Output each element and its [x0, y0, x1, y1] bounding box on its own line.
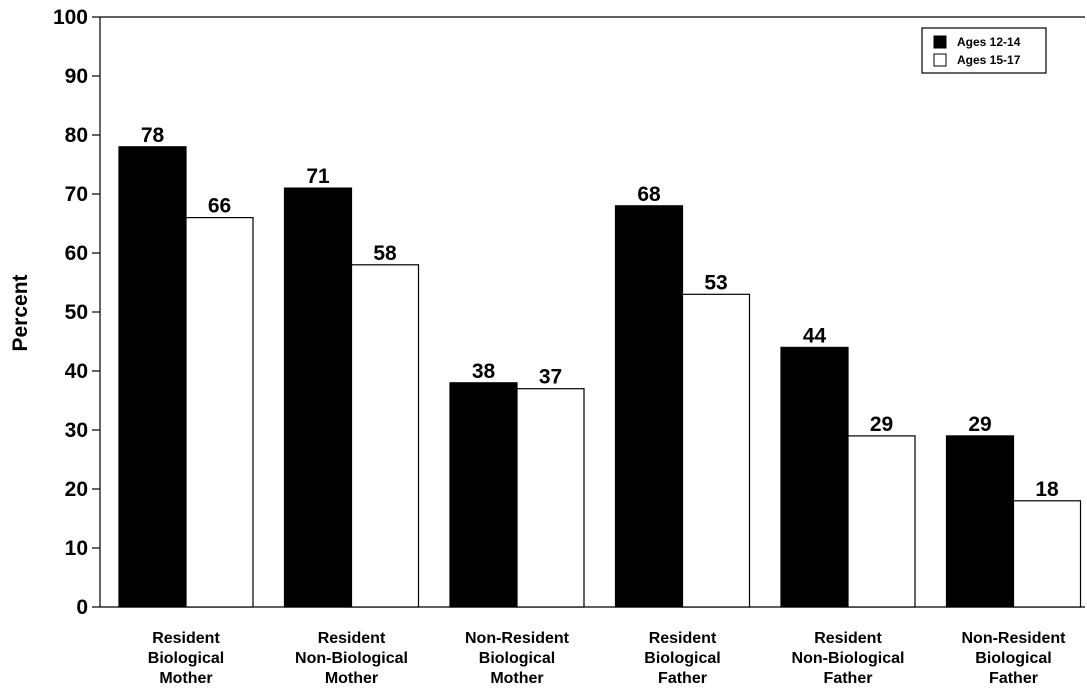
y-tick-label: 80 [65, 124, 88, 147]
bar-ages-15-17 [1012, 500, 1082, 608]
legend-label: Ages 12-14 [957, 35, 1021, 49]
legend-swatch [933, 53, 947, 67]
x-category-label-line: Biological [975, 650, 1051, 667]
x-category-label-line: Resident [318, 630, 386, 647]
x-category-label-line: Non-Biological [792, 650, 905, 667]
bar-ages-12-14 [118, 146, 187, 608]
legend-label: Ages 15-17 [957, 53, 1021, 67]
bar-ages-12-14 [283, 187, 353, 608]
value-labels: 78 66 71 58 38 37 68 53 44 29 29 18 [141, 124, 1059, 501]
x-category-label: Resident Biological Mother [148, 630, 224, 687]
x-category-label-line: Non-Biological [295, 650, 408, 667]
bar-ages-12-14 [449, 382, 518, 608]
y-axis-title: Percent [9, 274, 32, 351]
x-category-label: Non-Resident Biological Mother [465, 630, 570, 687]
legend-swatch [933, 35, 947, 49]
bar-ages-15-17 [350, 264, 420, 608]
y-tick-label: 20 [65, 478, 88, 501]
bar-ages-12-14 [780, 346, 849, 608]
data-label: 29 [968, 413, 991, 436]
y-tick-label: 30 [65, 419, 88, 442]
x-category-label-line: Mother [159, 670, 212, 687]
x-category-label-line: Resident [152, 630, 220, 647]
bar-ages-15-17 [681, 293, 751, 608]
legend: Ages 12-14 Ages 15-17 [921, 27, 1047, 74]
category-labels: Resident Biological Mother Resident Non-Biol… [148, 630, 1066, 687]
x-category-label-line: Resident [814, 630, 882, 647]
data-label: 38 [472, 360, 496, 383]
x-category-label-line: Biological [479, 650, 555, 667]
x-category-label: Resident Non-Biological Father [792, 630, 905, 687]
x-category-label-line: Father [989, 670, 1038, 687]
x-category-label-line: Father [658, 670, 707, 687]
x-category-label-line: Non-Resident [465, 630, 570, 647]
y-tick-label: 90 [65, 65, 88, 88]
y-tick-label: 40 [65, 360, 88, 383]
x-category-label: Non-Resident Biological Father [962, 630, 1067, 687]
x-category-label-line: Mother [325, 670, 378, 687]
data-label: 66 [208, 195, 231, 218]
y-tick-label: 70 [65, 183, 88, 206]
bar-ages-12-14 [614, 205, 684, 608]
y-axis: 0 10 20 30 40 50 60 70 80 90 100 [53, 6, 1085, 619]
x-category-label: Resident Biological Father [644, 630, 720, 687]
data-label: 18 [1035, 478, 1059, 501]
y-tick-label: 10 [65, 537, 88, 560]
y-tick-label: 100 [53, 6, 88, 29]
x-category-label-line: Non-Resident [962, 630, 1067, 647]
bar-ages-15-17 [185, 217, 254, 608]
x-category-label-line: Mother [490, 670, 543, 687]
y-tick-label: 60 [65, 242, 88, 265]
x-category-label-line: Biological [148, 650, 224, 667]
data-label: 58 [373, 242, 397, 265]
bars [118, 146, 1082, 608]
bar-ages-15-17 [847, 435, 916, 608]
x-category-label-line: Biological [644, 650, 720, 667]
bar-ages-15-17 [516, 388, 585, 608]
bar-ages-12-14 [945, 435, 1015, 608]
data-label: 29 [870, 413, 893, 436]
data-label: 53 [704, 271, 727, 294]
x-category-label-line: Resident [649, 630, 717, 647]
x-category-label-line: Father [824, 670, 873, 687]
data-label: 71 [306, 165, 330, 188]
data-label: 37 [539, 366, 562, 389]
x-category-label: Resident Non-Biological Mother [295, 630, 408, 687]
data-label: 44 [803, 324, 827, 347]
data-label: 78 [141, 124, 165, 147]
y-tick-label: 50 [65, 301, 88, 324]
y-tick-label: 0 [76, 596, 88, 619]
data-label: 68 [637, 183, 661, 206]
